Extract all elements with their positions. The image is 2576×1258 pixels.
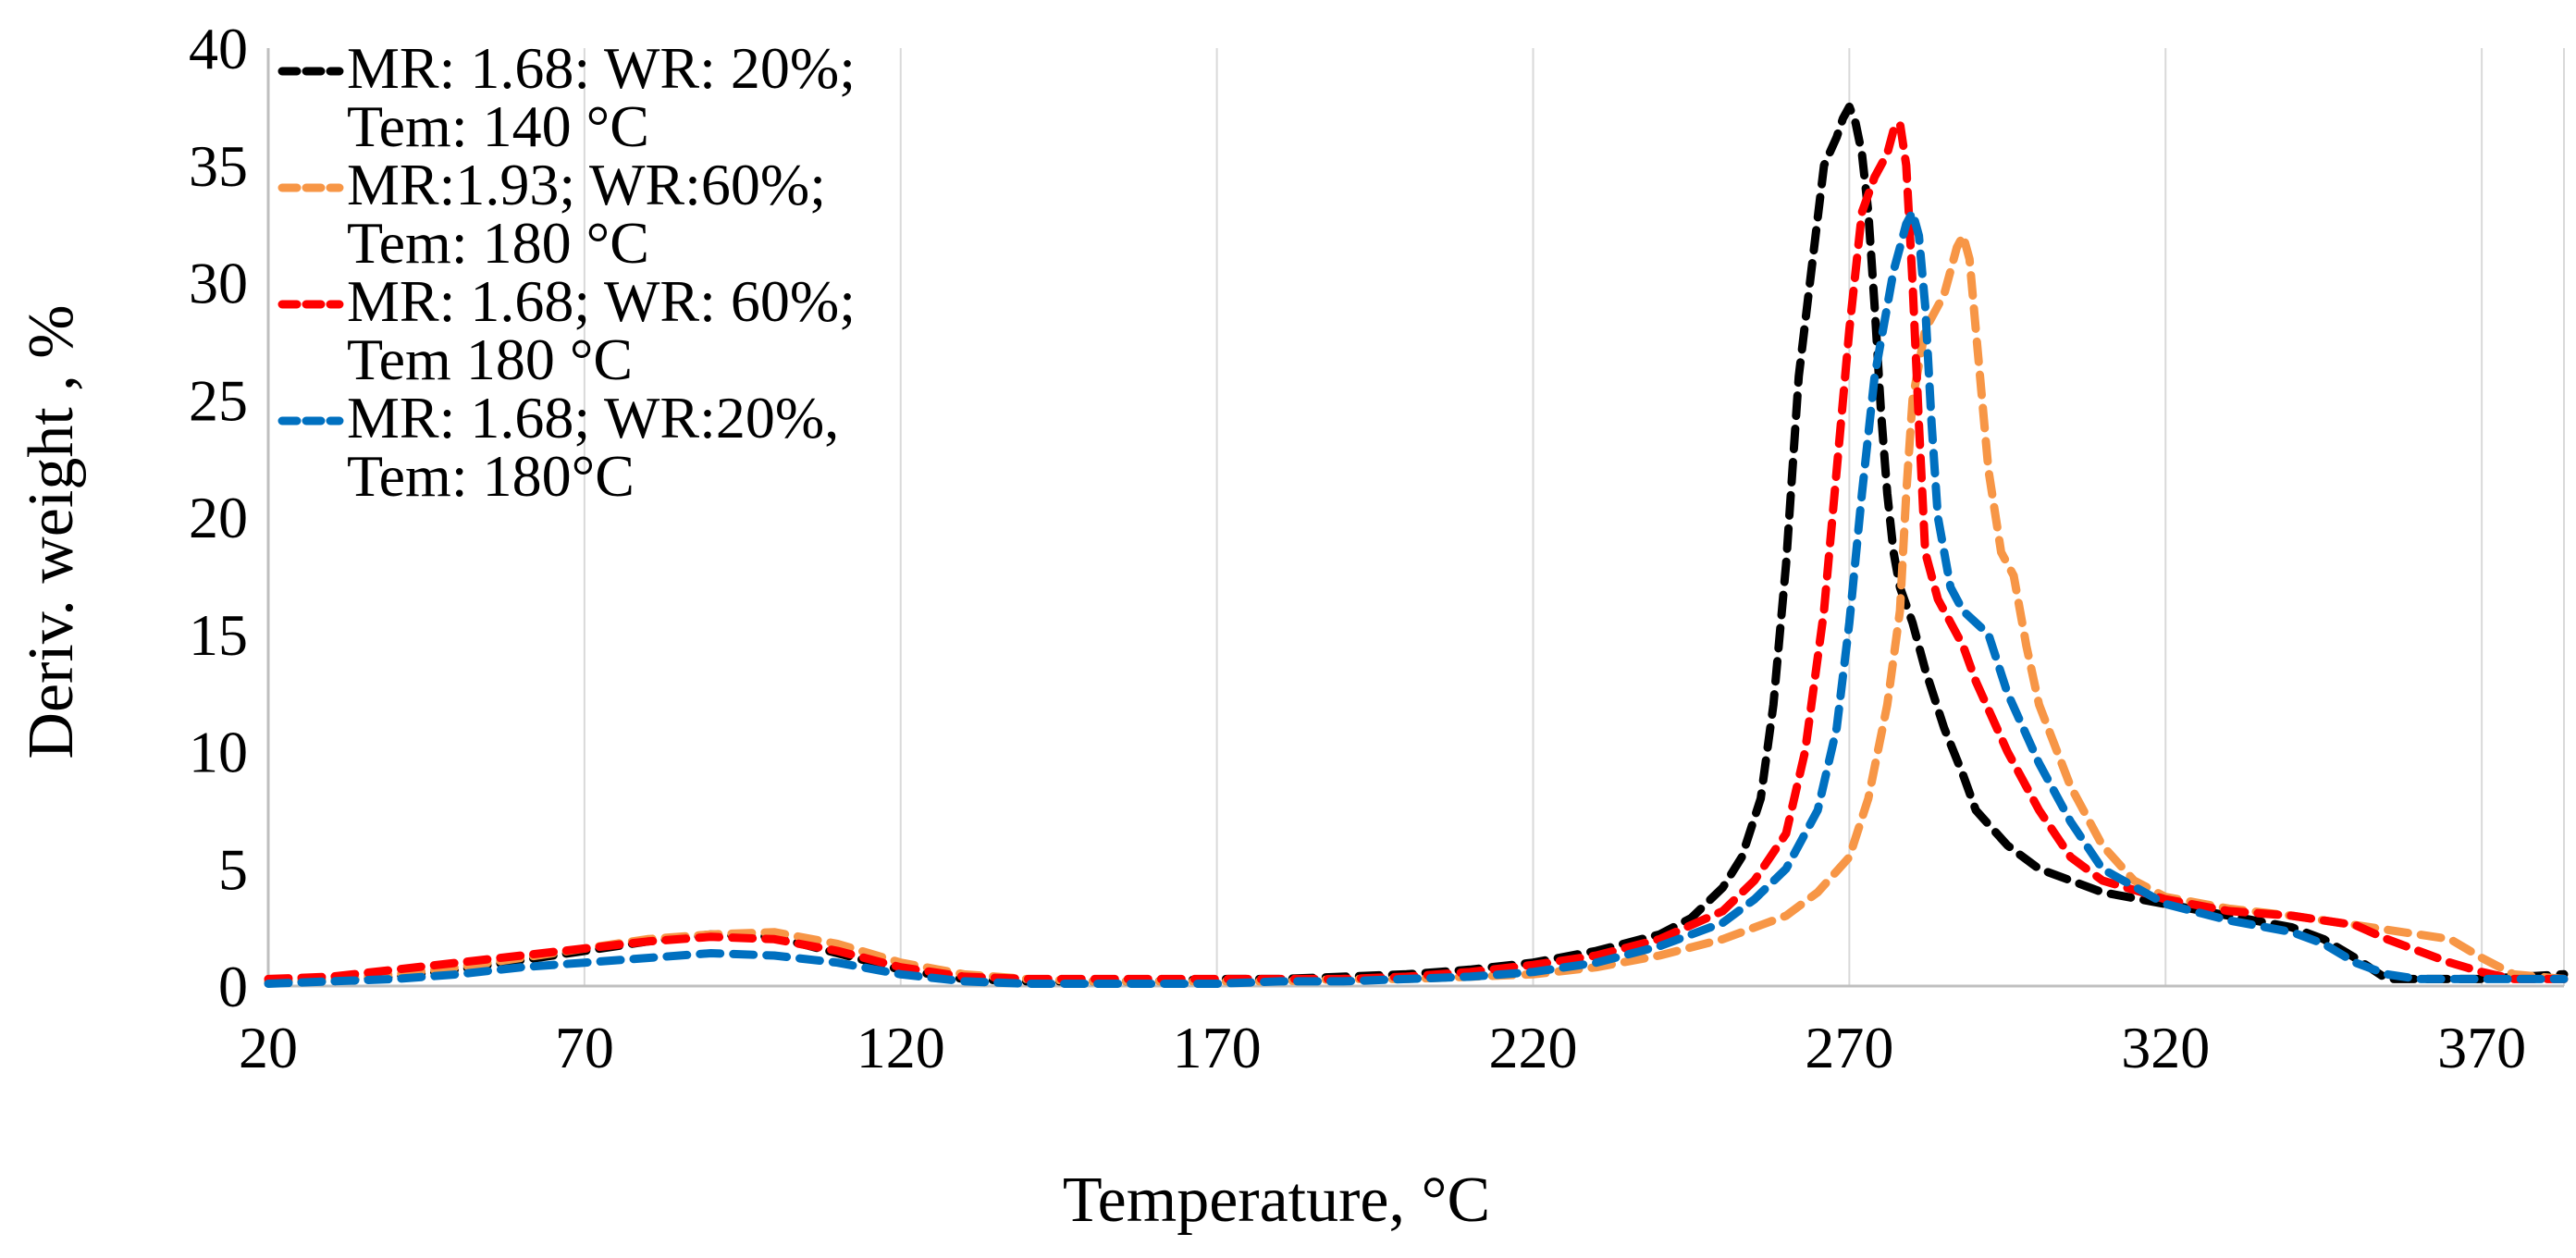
y-tick-label-0: 0 [218,954,248,1019]
legend-label-2: MR:1.93; WR:60%; [347,152,826,217]
grid-layer [583,48,2565,986]
legend-label-1: MR: 1.68: WR: 20%; [347,35,856,101]
x-axis-title: Temperature, °C [1063,1165,1490,1236]
y-axis-title: Deriv. weight , % [16,304,87,758]
x-tick-label-70: 70 [555,1015,614,1080]
legend-label-3-line2: Tem 180 °C [347,327,633,392]
legend: MR: 1.68: WR: 20%;Tem: 140 °CMR:1.93; WR… [277,35,856,509]
x-tick-label-120: 120 [857,1015,945,1080]
series-line-4 [264,208,2569,988]
axis-layer: 20 70 120 170 220 270 320 370 0 5 10 15 20 25 30 35 40 [189,16,2564,1080]
x-tick-label-20: 20 [239,1015,298,1080]
legend-label-4-line2: Tem: 180°C [347,443,635,509]
legend-label-4: MR: 1.68; WR:20%, [347,385,839,450]
y-tick-label-20: 20 [189,485,248,550]
legend-label-3: MR: 1.68; WR: 60%; [347,268,856,334]
series-line-2 [264,231,2569,986]
x-tick-label-270: 270 [1805,1015,1893,1080]
y-tick-label-30: 30 [189,251,248,316]
x-tick-label-370: 370 [2437,1015,2526,1080]
series-layer [264,102,2569,988]
y-tick-label-15: 15 [189,602,248,668]
legend-label-1-line2: Tem: 140 °C [347,93,649,159]
x-tick-label-320: 320 [2121,1015,2210,1080]
y-tick-label-25: 25 [189,367,248,433]
legend-label-2-line2: Tem: 180 °C [347,210,649,276]
x-tick-label-170: 170 [1173,1015,1262,1080]
y-tick-label-40: 40 [189,16,248,81]
y-tick-label-10: 10 [189,720,248,785]
x-tick-label-220: 220 [1488,1015,1577,1080]
y-tick-label-5: 5 [218,836,248,902]
y-tick-label-35: 35 [189,133,248,199]
